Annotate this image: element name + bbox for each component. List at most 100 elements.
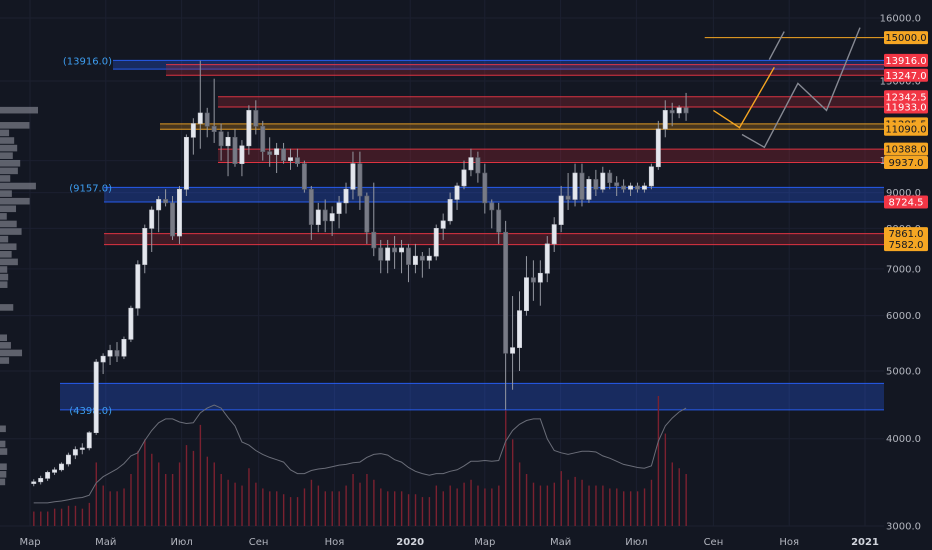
volume-bar xyxy=(373,479,375,526)
price-badge-bg xyxy=(884,122,928,136)
volume-bar xyxy=(352,474,354,526)
candle-body xyxy=(38,478,44,483)
profile-bar xyxy=(0,273,9,281)
price-tick-label: 5000.0 xyxy=(886,366,921,377)
candle-body xyxy=(482,172,488,204)
time-tick-label: Мар xyxy=(19,537,40,548)
candle-body xyxy=(336,202,342,214)
profile-bar xyxy=(0,182,36,190)
volume-bar xyxy=(303,488,306,526)
profile-bar xyxy=(0,357,10,364)
candle-body xyxy=(378,247,384,261)
price-badge-bg xyxy=(884,68,928,82)
candle-body xyxy=(128,307,134,340)
candle-body xyxy=(72,449,78,456)
time-tick-label: Ноя xyxy=(779,537,799,548)
time-tick-label: Май xyxy=(550,537,571,548)
volume-bar xyxy=(289,497,292,526)
candle-body xyxy=(239,145,245,164)
volume-bar xyxy=(498,485,500,526)
candle-body xyxy=(524,277,529,311)
price-tick-label: 4000.0 xyxy=(886,434,921,445)
profile-bar xyxy=(0,197,30,205)
candle-body xyxy=(683,107,689,114)
profile-bar xyxy=(0,228,22,235)
price-badge: 7861.0 xyxy=(884,227,928,241)
candle-body xyxy=(52,469,57,473)
price-badge-bg xyxy=(884,227,928,241)
volume-bar xyxy=(616,488,618,526)
volume-bar xyxy=(220,474,222,526)
candle-body xyxy=(190,123,196,138)
price-badge-bg xyxy=(884,31,928,45)
candle-body xyxy=(197,112,203,124)
volume-bar xyxy=(144,439,146,526)
candle-body xyxy=(86,432,92,449)
price-badge-label: 7582.0 xyxy=(889,240,924,251)
volume-bar xyxy=(511,439,514,526)
candle-body xyxy=(350,163,356,190)
price-badge-bg xyxy=(884,90,928,104)
candle-body xyxy=(461,169,467,187)
profile-bar xyxy=(0,144,18,152)
profile-bar xyxy=(0,129,10,137)
volume-bar xyxy=(574,476,576,526)
volume-bar xyxy=(491,488,493,526)
candle-body xyxy=(406,247,411,265)
candle-body xyxy=(218,131,224,147)
candle-body xyxy=(579,172,585,200)
volume-bar xyxy=(171,474,174,526)
profile-bar xyxy=(0,220,17,228)
candle-body xyxy=(163,199,169,204)
candle-body xyxy=(607,172,613,183)
candle-body xyxy=(600,172,606,190)
price-badge: 11933.0 xyxy=(884,100,928,114)
volume-bar xyxy=(178,462,181,526)
projections xyxy=(713,27,861,149)
price-badge-label: 11090.0 xyxy=(885,125,926,136)
volume-bar xyxy=(234,482,236,526)
candle-body xyxy=(357,163,363,197)
zone-label: (4398.0) xyxy=(69,406,112,417)
candle-body xyxy=(274,148,280,155)
volume-bar xyxy=(116,491,118,526)
candle-body xyxy=(530,277,536,283)
candle-body xyxy=(419,255,425,261)
candle-body xyxy=(503,231,509,354)
price-badge-label: 10388.0 xyxy=(885,145,926,156)
candle-body xyxy=(142,228,148,265)
volume-bar xyxy=(560,471,562,526)
volume-bar xyxy=(609,488,611,526)
volume-bar xyxy=(192,450,195,526)
profile-bar xyxy=(0,190,12,197)
profile-bar xyxy=(0,159,21,167)
volume-bar xyxy=(60,508,63,526)
volume-bar xyxy=(532,482,535,526)
volume-bar xyxy=(456,488,458,526)
volume-bar xyxy=(199,424,202,526)
time-axis: Мар Май Июл Сен Ноя 2020 Мар Май Июл Сен Ноя 2021 xyxy=(19,537,879,548)
candle-body xyxy=(433,228,439,257)
candle-body xyxy=(156,199,162,211)
profile-bar xyxy=(0,471,7,478)
volume-bar xyxy=(255,482,257,526)
candle-body xyxy=(440,220,446,229)
volume-profile xyxy=(0,106,38,486)
price-tick-label: 7000.0 xyxy=(886,264,921,275)
price-badge-bg xyxy=(884,53,928,67)
price-badge: 8724.5 xyxy=(884,195,928,209)
volume-bar xyxy=(393,491,396,526)
volume-bar xyxy=(164,474,167,526)
volume-bar xyxy=(477,485,479,526)
candle-body xyxy=(412,255,418,265)
candle-body xyxy=(211,125,217,133)
profile-bar xyxy=(0,448,8,455)
volume-bar xyxy=(282,494,285,526)
candle-body xyxy=(31,481,37,484)
volume-bar xyxy=(400,491,403,526)
projection-path xyxy=(768,31,785,60)
candles xyxy=(31,60,689,487)
volume-bar xyxy=(40,511,42,526)
